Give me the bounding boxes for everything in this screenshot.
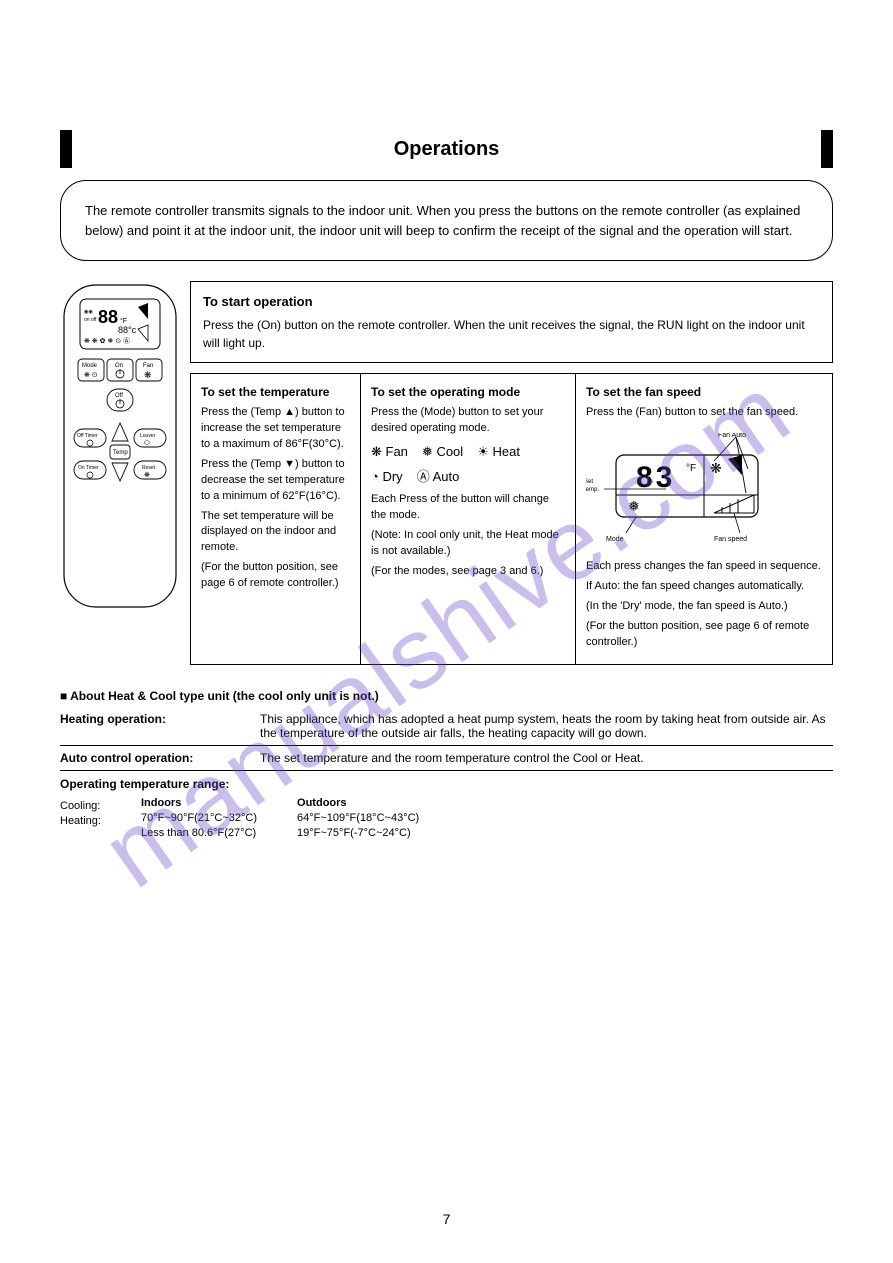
col1-p4: (For the button position, see page 6 of … xyxy=(201,560,350,592)
col2-heading: To set the operating mode xyxy=(371,384,565,401)
section-header: Operations xyxy=(60,130,833,168)
header-bar-right xyxy=(821,130,833,168)
svg-text:Mode: Mode xyxy=(606,536,624,543)
col2-p3: (Note: In cool only unit, the Heat mode … xyxy=(371,528,565,560)
start-heading: To start operation xyxy=(203,292,820,312)
start-text: Press the (On) button on the remote cont… xyxy=(203,316,820,352)
svg-text:❋: ❋ xyxy=(144,370,152,380)
svg-text:Fan: Fan xyxy=(143,363,153,369)
auto-text: The set temperature and the room tempera… xyxy=(260,751,644,765)
fan-icon: ❋ Fan xyxy=(371,443,408,462)
col1-p3: The set temperature will be displayed on… xyxy=(201,509,350,557)
svg-text:Off: Off xyxy=(115,393,123,399)
auto-row: Auto control operation: The set temperat… xyxy=(60,746,833,771)
mode-icons-row2: ◔ Dry Ⓐ Auto xyxy=(371,468,565,487)
mode-icons-row1: ❋ Fan ❅ Cool ☀ Heat xyxy=(371,443,565,462)
svg-text:⬭: ⬭ xyxy=(144,440,150,447)
svg-text:On: On xyxy=(115,363,123,369)
range-title: Operating temperature range: xyxy=(60,777,833,791)
svg-text:❋: ❋ xyxy=(144,471,150,479)
auto-icon: Ⓐ Auto xyxy=(417,468,460,487)
col3-p5: (For the button position, see page 6 of … xyxy=(586,619,822,651)
col2-p4: (For the modes, see page 3 and 6.) xyxy=(371,564,565,580)
svg-text:Reset: Reset xyxy=(142,465,156,471)
svg-text:Set: Set xyxy=(586,479,593,485)
instructions-area: To start operation Press the (On) button… xyxy=(190,281,833,665)
svg-text:temp.: temp. xyxy=(586,487,599,493)
page-number: 7 xyxy=(443,1211,451,1227)
footer-section: ■ About Heat & Cool type unit (the cool … xyxy=(60,689,833,845)
col3-p4: (In the 'Dry' mode, the fan speed is Aut… xyxy=(586,599,822,615)
heating-text: This appliance, which has adopted a heat… xyxy=(260,712,833,740)
svg-text:Fan Auto: Fan Auto xyxy=(718,433,746,439)
set-mode-column: To set the operating mode Press the (Mod… xyxy=(361,374,576,665)
range-table: Cooling: Heating: Indoors 70°F~90°F(21°C… xyxy=(60,797,833,839)
range-col-labels: Cooling: Heating: xyxy=(60,797,101,839)
svg-text:On Timer: On Timer xyxy=(78,465,99,471)
manual-page: manualshive.com Operations The remote co… xyxy=(0,0,893,1263)
col1-heading: To set the temperature xyxy=(201,384,350,401)
col2-p2: Each Press of the button will change the… xyxy=(371,492,565,524)
col1-p1: Press the (Temp ▲) button to increase th… xyxy=(201,405,350,453)
svg-text:❋ ❋ ✿ ❅ ⊙ Ⓐ: ❋ ❋ ✿ ❅ ⊙ Ⓐ xyxy=(84,337,130,345)
svg-text:Fan speed: Fan speed xyxy=(714,536,747,543)
about-title: ■ About Heat & Cool type unit (the cool … xyxy=(60,689,833,703)
receiver-lcd-diagram: Fan Auto 83 °F ❋ ❅ xyxy=(586,433,766,543)
set-fan-column: To set the fan speed Press the (Fan) but… xyxy=(576,374,832,665)
remote-controller-diagram: 88 °F 88°c ◉◉ on off ❋ ❋ ✿ ❅ ⊙ Ⓐ Mode ❋ … xyxy=(60,281,180,611)
col3-heading: To set the fan speed xyxy=(586,384,822,401)
col3-p3: If Auto: the fan speed changes automatic… xyxy=(586,579,822,595)
svg-text:Temp: Temp xyxy=(113,450,128,456)
auto-label: Auto control operation: xyxy=(60,751,260,765)
description-box: The remote controller transmits signals … xyxy=(60,180,833,261)
svg-text:on off: on off xyxy=(84,317,97,323)
cool-icon: ❅ Cool xyxy=(422,443,463,462)
svg-text:Louver: Louver xyxy=(140,433,156,439)
heat-icon: ☀ Heat xyxy=(477,443,520,462)
start-operation-box: To start operation Press the (On) button… xyxy=(190,281,833,363)
col3-p2: Each press changes the fan speed in sequ… xyxy=(586,559,822,575)
range-section: Operating temperature range: Cooling: He… xyxy=(60,771,833,845)
set-temperature-column: To set the temperature Press the (Temp ▲… xyxy=(191,374,361,665)
col3-p1: Press the (Fan) button to set the fan sp… xyxy=(586,405,822,421)
section-title: Operations xyxy=(394,138,500,161)
heating-row: Heating operation: This appliance, which… xyxy=(60,707,833,746)
svg-text:°F: °F xyxy=(120,317,127,325)
svg-text:◉◉: ◉◉ xyxy=(84,309,93,315)
svg-text:❋: ❋ xyxy=(710,460,722,476)
svg-text:°F: °F xyxy=(686,463,696,474)
svg-text:❋ ⊙: ❋ ⊙ xyxy=(84,371,98,379)
header-bar-left xyxy=(60,130,72,168)
col1-p2: Press the (Temp ▼) button to decrease th… xyxy=(201,457,350,505)
main-area: 88 °F 88°c ◉◉ on off ❋ ❋ ✿ ❅ ⊙ Ⓐ Mode ❋ … xyxy=(60,281,833,665)
svg-text:88°c: 88°c xyxy=(118,325,137,335)
dry-icon: ◔ Dry xyxy=(371,468,403,487)
columns-container: To set the temperature Press the (Temp ▲… xyxy=(190,373,833,666)
svg-text:Mode: Mode xyxy=(82,363,98,369)
range-col-indoor: Indoors 70°F~90°F(21°C~32°C) Less than 8… xyxy=(141,797,257,839)
svg-text:Off Timer: Off Timer xyxy=(77,433,98,439)
svg-text:88: 88 xyxy=(98,307,118,327)
svg-text:❅: ❅ xyxy=(628,498,640,514)
col2-p1: Press the (Mode) button to set your desi… xyxy=(371,405,565,437)
range-col-outdoor: Outdoors 64°F~109°F(18°C~43°C) 19°F~75°F… xyxy=(297,797,419,839)
heating-label: Heating operation: xyxy=(60,712,260,740)
